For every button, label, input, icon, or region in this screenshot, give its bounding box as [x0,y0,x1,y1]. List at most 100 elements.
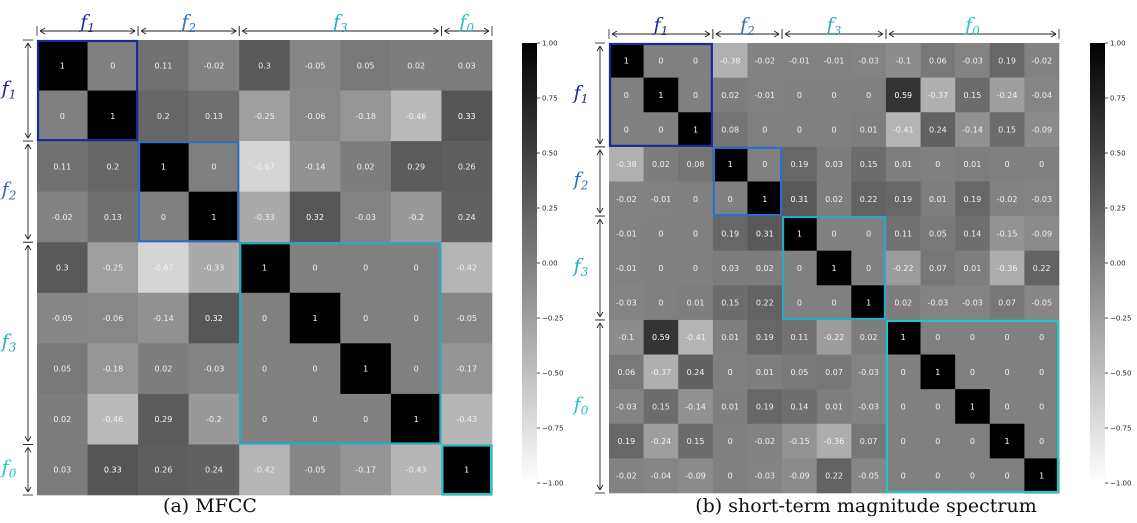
cell-label: -0.05 [1031,299,1052,308]
cell-label: 0 [1039,333,1044,342]
group-label-sub: 3 [581,265,589,279]
cell-label: -0.37 [651,368,672,377]
cell-label: 0.06 [617,368,635,377]
cell-label: -0.02 [616,195,637,204]
group-label-left: f3 [0,330,17,354]
group-label-sub: 0 [972,24,980,38]
cell-label: -0.03 [962,56,983,65]
cell-label: 0.15 [652,402,670,411]
cell-label: 1 [866,299,871,308]
group-label-sub: 0 [466,21,474,35]
cell-label: 0 [1005,472,1010,481]
cell-label: 1 [970,402,975,411]
cell-label: 0.19 [617,437,635,446]
cell-label: 0.31 [790,195,808,204]
cell-label: 1 [313,314,318,323]
cell-label: 0.33 [458,112,476,121]
cell-label: 1 [658,91,663,100]
cell-label: 0 [935,333,940,342]
cell-label: 0.22 [860,195,878,204]
cell-label: 0.01 [894,160,912,169]
colorbar-tick-label: 0.25 [1110,205,1126,213]
cell-label: 0 [658,264,663,273]
cell-label: -0.01 [651,195,672,204]
cell-label: 0.01 [721,333,739,342]
colorbar-gradient [522,43,537,483]
cell-label: 0 [728,195,733,204]
group-label-sub: 2 [8,189,17,203]
cell-label: 0 [1039,160,1044,169]
cell-label: 0 [658,56,663,65]
cell-label: 0.03 [721,264,739,273]
cell-label: 0 [262,415,267,424]
cell-label: 0.08 [687,160,705,169]
cell-label: 0 [60,112,65,121]
colorbar-tick-label: 1.00 [1110,40,1126,48]
cell-label: -0.14 [962,126,983,135]
cell-label: 0 [970,472,975,481]
cell-label: 0 [728,472,733,481]
cell-label: -0.46 [406,112,427,121]
colorbar: 1.000.750.500.250.00−0.25−0.50−0.75−1.00 [522,40,563,488]
group-label-sub: 3 [340,21,348,35]
cell-label: 0 [161,213,166,222]
group-label-sub: 3 [834,24,842,38]
cell-label: 0.01 [825,402,843,411]
cell-label: -0.02 [997,195,1018,204]
group-label-sub: 2 [746,24,755,38]
panel-a: 1 0 0.11 -0.02 0.3 -0.05 0.05 0.02 0.03 0 1 0.2 0.13… [0,11,563,517]
cell-label: 0 [1005,160,1010,169]
cell-label: -0.05 [456,314,477,323]
cell-label: -0.01 [789,56,810,65]
cell-label: 1 [728,160,733,169]
cell-label: 0.15 [687,437,705,446]
cell-label: 1 [797,229,802,238]
cell-label: 0 [935,472,940,481]
cell-label: -0.06 [102,314,123,323]
cell-label: -0.38 [720,56,741,65]
cell-label: 0.19 [894,195,912,204]
cell-label: 0 [1005,368,1010,377]
cell-label: 0.03 [53,466,71,475]
group-label-left: f1 [572,82,589,106]
cell-label: -0.33 [254,213,275,222]
cell-label: -0.03 [355,213,376,222]
cell-label: 0.08 [721,126,739,135]
group-label-left: f3 [572,255,589,279]
cell-label: 0.01 [860,126,878,135]
cell-label: 0.02 [756,264,774,273]
colorbar-tick-label: 0.25 [542,205,558,213]
cell-label: 1 [60,61,65,70]
cell-label: 0 [1039,368,1044,377]
cell-label: -0.02 [1031,56,1052,65]
cell-label: -0.41 [685,333,706,342]
cell-label: 0 [363,264,368,273]
cell-label: -0.01 [754,91,775,100]
cell-label: -0.67 [254,162,275,171]
cell-label: 0.19 [756,333,774,342]
cell-label: 0 [901,437,906,446]
cell-label: -0.02 [754,437,775,446]
cell-label: -0.1 [895,56,911,65]
cell-label: 0 [414,314,419,323]
cell-label: -0.18 [355,112,376,121]
cell-label: 0 [935,160,940,169]
cell-label: -0.41 [893,126,914,135]
colorbar-tick-label: −0.50 [1110,370,1131,378]
cell-label: -0.1 [619,333,635,342]
cell-label: -0.01 [616,264,637,273]
cell-label: 0 [935,437,940,446]
cell-label: -0.03 [1031,195,1052,204]
cell-label: -0.22 [824,333,845,342]
cell-label: -0.02 [754,56,775,65]
colorbar-tick-label: 1.00 [542,40,558,48]
cell-label: 0 [262,365,267,374]
cell-label: 0.15 [721,299,739,308]
cell-label: 0.03 [458,61,476,70]
cell-label: 0 [728,437,733,446]
cell-label: -0.02 [204,61,225,70]
cell-label: 1 [161,162,166,171]
cell-label: 0.13 [104,213,122,222]
cell-label: 1 [1005,437,1010,446]
cell-label: 0.19 [756,402,774,411]
